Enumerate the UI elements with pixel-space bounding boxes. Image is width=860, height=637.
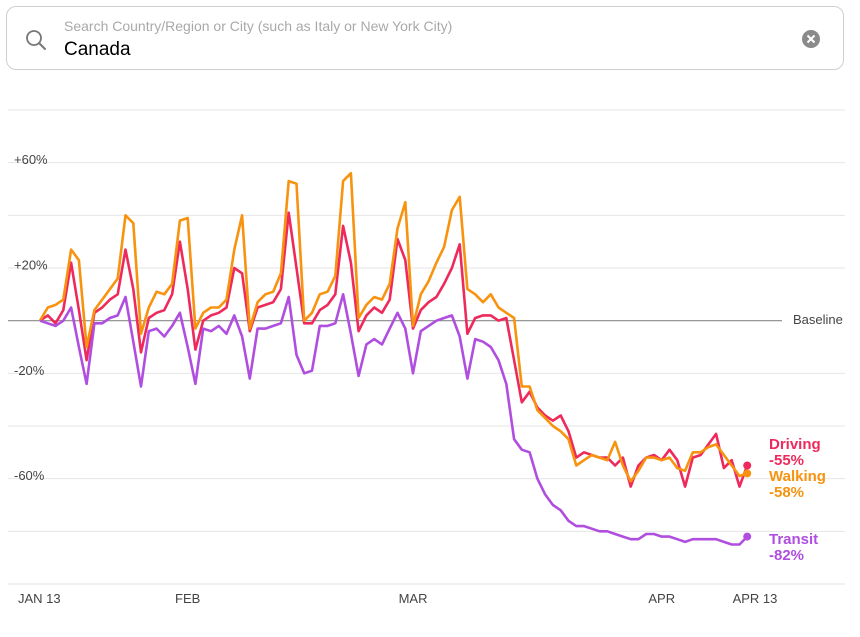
y-tick-label: +60%	[14, 152, 48, 167]
end-dot	[743, 469, 752, 478]
value-label: -58%	[769, 484, 804, 501]
legend-label: Driving	[769, 436, 821, 453]
y-tick-label: +20%	[14, 257, 48, 272]
x-tick-label: APR	[648, 591, 675, 606]
value-label: -82%	[769, 547, 804, 564]
search-icon	[26, 30, 46, 50]
x-tick-label: MAR	[399, 591, 428, 606]
end-dot	[743, 532, 752, 541]
y-tick-label: -60%	[14, 468, 45, 483]
x-tick-label: FEB	[175, 591, 200, 606]
search-box[interactable]: Search Country/Region or City (such as I…	[6, 6, 844, 70]
baseline-label: Baseline	[793, 312, 843, 327]
legend-label: Walking	[769, 468, 826, 485]
line	[39, 293, 749, 546]
y-tick-label: -20%	[14, 363, 45, 378]
search-query[interactable]: Canada	[64, 39, 131, 60]
line	[38, 171, 748, 483]
x-tick-label: APR 13	[733, 591, 778, 606]
search-placeholder: Search Country/Region or City (such as I…	[64, 18, 453, 34]
clear-button[interactable]	[801, 29, 821, 49]
legend-label: Transit	[769, 531, 818, 548]
value-label: -55%	[769, 452, 804, 469]
x-tick-label: JAN 13	[18, 591, 61, 606]
line	[39, 211, 749, 488]
end-dot	[743, 461, 752, 470]
